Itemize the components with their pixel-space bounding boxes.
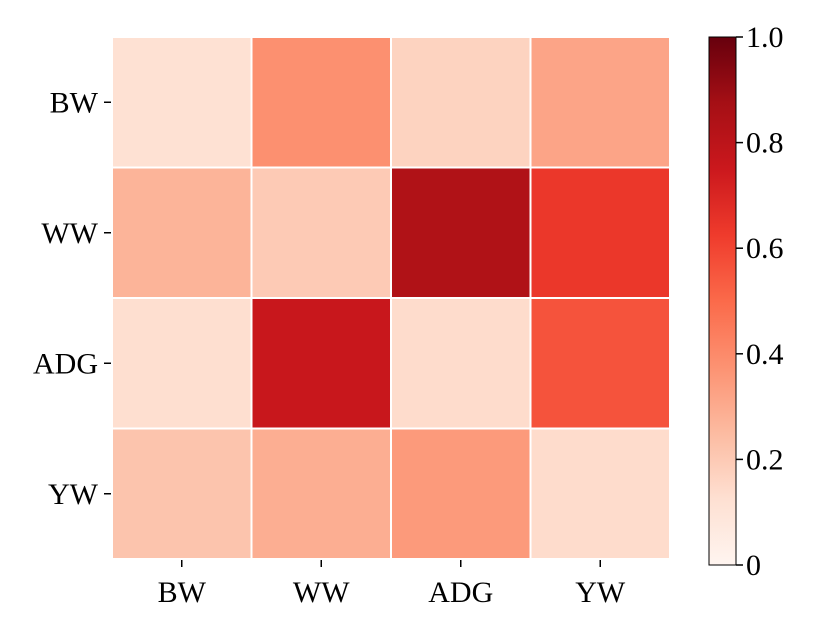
heatmap-cell-ww-yw xyxy=(529,166,671,299)
x-tick-label: WW xyxy=(293,576,350,609)
heatmap-cell-bw-ww xyxy=(250,36,392,169)
x-tick-label: BW xyxy=(158,576,207,609)
colorbar-tick-label: 0.8 xyxy=(746,127,784,160)
heatmap-cell-adg-adg xyxy=(390,297,532,430)
heatmap-cell-ww-bw xyxy=(111,166,253,299)
heatmap-cell-yw-adg xyxy=(390,427,532,560)
heatmap-cell-ww-adg xyxy=(390,166,532,299)
colorbar-tick-label: 0.2 xyxy=(746,443,784,476)
colorbar-tick-label: 1.0 xyxy=(746,21,784,54)
heatmap-cell-yw-ww xyxy=(250,427,392,560)
y-tick-label: BW xyxy=(50,86,99,119)
heatmap-cell-adg-ww xyxy=(250,297,392,430)
heatmap-cell-bw-yw xyxy=(529,36,671,169)
x-tick-label: YW xyxy=(575,576,626,609)
y-tick-label: YW xyxy=(48,478,99,511)
colorbar-tick-label: 0 xyxy=(746,549,761,582)
y-tick-label: ADG xyxy=(33,347,98,380)
heatmap-cell-adg-bw xyxy=(111,297,253,430)
heatmap-cells xyxy=(111,36,671,560)
y-tick-label: WW xyxy=(41,217,98,250)
heatmap-cell-adg-yw xyxy=(529,297,671,430)
colorbar-gradient xyxy=(708,36,737,566)
heatmap-cell-yw-bw xyxy=(111,427,253,560)
colorbar: 0 0.2 0.4 0.6 0.8 1.0 xyxy=(708,21,784,582)
colorbar-tick-label: 0.4 xyxy=(746,338,784,371)
colorbar-tick-label: 0.6 xyxy=(746,232,784,265)
heatmap-cell-yw-yw xyxy=(529,427,671,560)
heatmap-cell-ww-ww xyxy=(250,166,392,299)
y-axis: BW WW ADG YW xyxy=(33,86,111,511)
x-tick-label: ADG xyxy=(428,576,493,609)
heatmap-cell-bw-adg xyxy=(390,36,532,169)
heatmap-cell-bw-bw xyxy=(111,36,253,169)
x-axis: BW WW ADG YW xyxy=(158,560,626,609)
